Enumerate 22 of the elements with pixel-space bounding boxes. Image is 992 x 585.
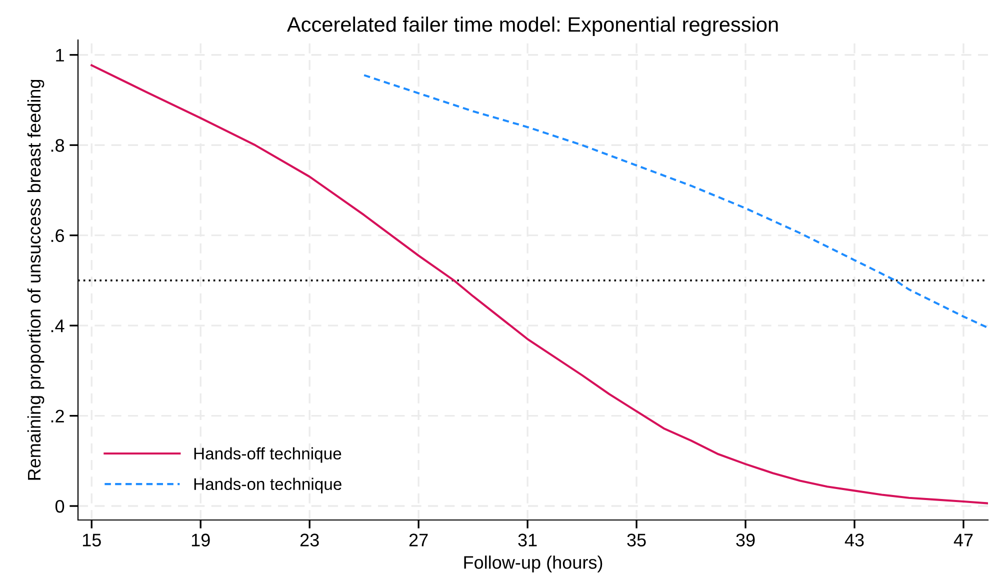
y-tick-label: .2 <box>51 410 64 422</box>
legend-label: Hands-on technique <box>194 478 342 494</box>
x-axis-title: Follow-up (hours) <box>464 556 602 572</box>
line-series <box>363 74 988 329</box>
x-tick-label: 23 <box>300 534 319 546</box>
x-tick-label: 39 <box>736 534 755 546</box>
x-tick-label: 15 <box>82 534 101 546</box>
y-tick-label: 1 <box>56 49 64 62</box>
y-tick-label: .4 <box>51 320 64 332</box>
x-tick-label: 43 <box>844 534 864 546</box>
y-tick-label: 0 <box>55 500 64 513</box>
x-tick-label: 19 <box>192 534 210 546</box>
y-tick-label: .8 <box>51 139 64 152</box>
x-tick-label: 27 <box>409 534 428 546</box>
x-tick-label: 47 <box>954 534 973 546</box>
x-tick-label: 35 <box>627 534 646 546</box>
y-axis-title: Remaining proportion of unsuccess breast feeding <box>27 80 44 480</box>
legend-label: Hands-off technique <box>194 447 342 463</box>
y-tick-label: .6 <box>51 229 64 242</box>
x-tick-label: 31 <box>518 534 537 546</box>
line-series <box>90 64 988 504</box>
chart-title: Accerelated failer time model: Exponential regression <box>286 16 778 36</box>
